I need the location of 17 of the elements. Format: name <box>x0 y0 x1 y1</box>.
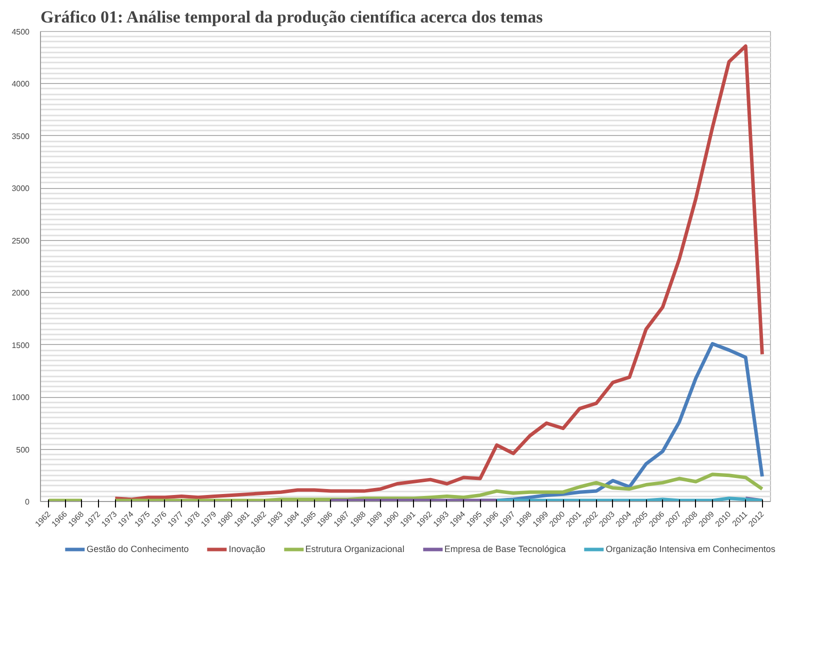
y-tick-label: 0 <box>25 498 30 506</box>
legend-label: Organização Intensiva em Conhecimentos <box>606 544 776 554</box>
y-tick-label: 1000 <box>12 393 30 402</box>
y-tick-label: 4500 <box>12 28 30 36</box>
chart-title: Gráfico 01: Análise temporal da produção científica acerca dos temas <box>40 8 544 26</box>
y-tick-label: 4000 <box>12 80 30 89</box>
legend-label: Empresa de Base Tecnológica <box>444 544 566 554</box>
y-tick-label: 3000 <box>12 184 30 194</box>
y-tick-label: 3500 <box>12 132 30 141</box>
legend-label: Gestão do Conhecimento <box>86 544 189 554</box>
line-series <box>113 44 764 502</box>
y-tick-label: 2500 <box>12 236 30 246</box>
y-tick-label: 1500 <box>12 340 30 350</box>
legend-label: Inovação <box>228 544 266 554</box>
legend-label: Estrutura Organizacional <box>305 544 404 554</box>
y-tick-label: 500 <box>16 445 30 454</box>
y-tick-label: 2000 <box>12 288 30 298</box>
